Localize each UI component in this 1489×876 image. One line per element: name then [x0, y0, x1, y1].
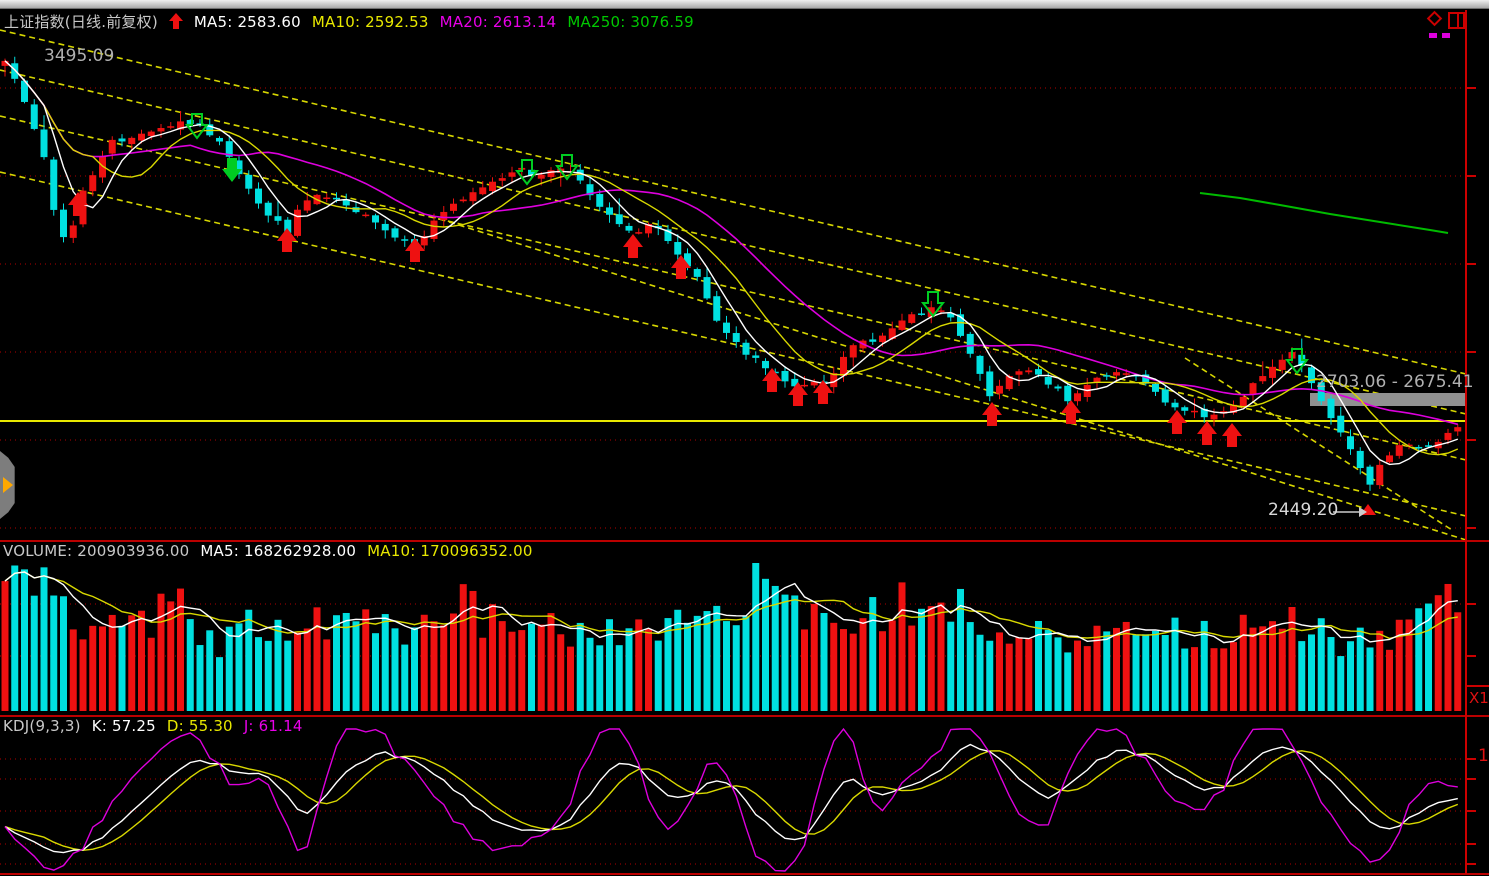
volume-ma5-value: MA5: 168262928.00 — [200, 542, 357, 560]
price-high-label: 3495.09 — [44, 46, 115, 66]
sidebar-expand-tab[interactable] — [0, 451, 15, 519]
measure-range-label: 2703.06 - 2675.41 — [1316, 372, 1474, 392]
ma20-value: MA20: 2613.14 — [439, 12, 557, 31]
volume-ma10-value: MA10: 170096352.00 — [367, 542, 533, 560]
price-low-label: 2449.20 — [1268, 500, 1339, 520]
main-chart-header: 上证指数(日线.前复权) MA5: 2583.60 MA10: 2592.53 … — [4, 11, 694, 32]
kdj-title: KDJ(9,3,3) — [3, 717, 81, 735]
kdj-d-value: D: 55.30 — [166, 717, 233, 735]
kdj-k-value: K: 57.25 — [91, 717, 156, 735]
volume-header: VOLUME: 200903936.00 MA5: 168262928.00 M… — [3, 542, 533, 560]
ma5-value: MA5: 2583.60 — [193, 12, 301, 31]
ma250-value: MA250: 3076.59 — [567, 12, 694, 31]
chart-title: 上证指数(日线.前复权) — [4, 13, 158, 31]
volume-value: VOLUME: 200903936.00 — [3, 542, 190, 560]
expand-arrow-icon — [3, 477, 13, 493]
window-top-strip — [0, 0, 1489, 9]
ma10-value: MA10: 2592.53 — [311, 12, 429, 31]
kdj-header: KDJ(9,3,3) K: 57.25 D: 55.30 J: 61.14 — [3, 717, 303, 735]
up-arrow-icon — [168, 13, 183, 29]
axis-partial-label: 1 — [1478, 746, 1489, 766]
kdj-j-value: J: 61.14 — [243, 717, 303, 735]
x1-label[interactable]: X1 — [1469, 689, 1489, 707]
window-pane-divider — [1457, 14, 1459, 27]
window-restore-icon[interactable] — [1448, 12, 1465, 29]
